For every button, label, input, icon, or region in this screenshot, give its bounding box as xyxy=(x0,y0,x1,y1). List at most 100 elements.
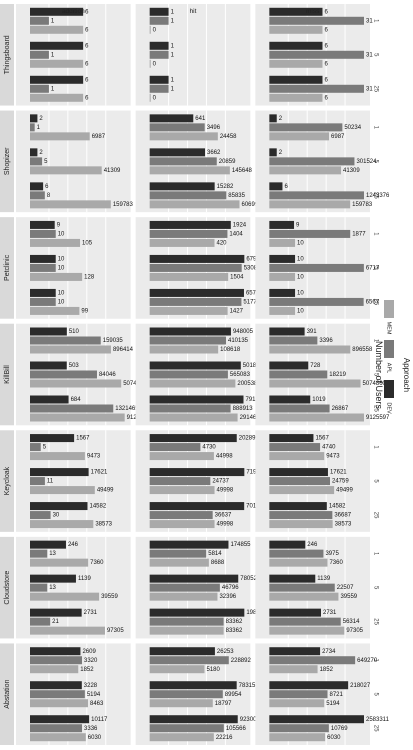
bar-value-label: 49998 xyxy=(217,488,234,494)
bar-value-label: 1567 xyxy=(76,436,90,442)
bar-value-label: 36637 xyxy=(215,513,232,519)
panel-addition: 246 13 7360 1139 13 39559 2731 21 97305 xyxy=(16,536,131,639)
bar-mem xyxy=(269,413,364,422)
bar-value-label: 13 xyxy=(49,585,56,591)
bar-dev xyxy=(30,502,88,511)
bar-value-label: 6 xyxy=(85,61,89,67)
bar-dev xyxy=(269,468,328,477)
bar-dev xyxy=(30,540,66,549)
strip-background xyxy=(0,430,14,532)
strip-background xyxy=(0,110,14,213)
category-tick-label: 25 xyxy=(372,405,378,412)
bar-mem xyxy=(149,379,236,388)
bar-value-label: 8688 xyxy=(211,560,225,566)
category-tick-label: 25 xyxy=(372,299,378,306)
bar-dev xyxy=(269,220,295,229)
bar-mem xyxy=(149,733,214,742)
facet-row-abstation: Abstation 2609 3320 1852 3228 5194 8463 10117 33… xyxy=(0,643,390,745)
column-header-label: addition xyxy=(62,8,85,15)
bar-apl xyxy=(30,84,49,93)
bar-mem xyxy=(149,132,218,141)
panel-miss: 1 246 3975 7360 5 1139 22507 39559 25 2731 56314 97… xyxy=(255,536,378,639)
bar-apl xyxy=(149,583,220,592)
bar-value-label: 896558 xyxy=(352,347,373,353)
bar-mem xyxy=(149,25,151,34)
bar-value-label: 3496 xyxy=(207,125,221,131)
category-tick-label: 5 xyxy=(372,266,378,270)
bar-value-label: 2 xyxy=(279,150,283,156)
facet-row-cloudstore: Cloudstore 246 13 7360 1139 13 39559 2731 21 9730… xyxy=(0,536,378,639)
panel-miss: 1 2 50234 6987 5 2 301524 41309 25 6 1243376 159783 xyxy=(255,110,390,213)
bar-value-label: 1321465 xyxy=(115,406,139,412)
bar-value-label: 1 xyxy=(171,77,175,83)
legend: Approach MEM APL DEV xyxy=(384,300,411,414)
bar-value-label: 44998 xyxy=(216,454,233,460)
bar-value-label: 6572 xyxy=(246,291,260,297)
bar-apl xyxy=(149,191,227,200)
bar-dev xyxy=(149,468,245,477)
category-tick-label: 25 xyxy=(372,618,378,625)
bar-value-label: 6 xyxy=(324,9,328,15)
bar-value-label: 6987 xyxy=(331,134,345,140)
bar-value-label: 1504 xyxy=(230,275,244,281)
bar-value-label: 2731 xyxy=(84,610,98,616)
column-header-hit: hit xyxy=(190,8,197,15)
bar-mem xyxy=(269,665,318,674)
facet-row-killbill: KillBill 510 159035 896414 503 84046 5074228 68… xyxy=(0,323,390,426)
bar-value-label: 41309 xyxy=(104,168,121,174)
bar-mem xyxy=(149,413,238,422)
bar-value-label: 1 xyxy=(171,43,175,49)
panel-hit: 1748555814868878052246796323961985120833… xyxy=(135,536,270,639)
bar-value-label: 10 xyxy=(297,257,304,263)
bar-value-label: 1 xyxy=(171,9,175,15)
bar-value-label: 39559 xyxy=(101,594,118,600)
bar-value-label: 38573 xyxy=(335,522,352,528)
bar-value-label: 5308 xyxy=(244,266,258,272)
bar-value-label: 728 xyxy=(310,363,321,369)
bar-dev xyxy=(269,75,323,84)
x-axis-title-group: Number of Users xyxy=(374,341,384,410)
bar-mem xyxy=(269,132,330,141)
legend-label: MEM xyxy=(386,322,392,335)
bar-apl xyxy=(269,263,364,272)
bar-value-label: 2005383 xyxy=(237,381,261,387)
bar-mem xyxy=(149,452,214,461)
bar-mem xyxy=(269,379,361,388)
bar-value-label: 9 xyxy=(296,223,300,229)
row-strip-label: Thingsboard xyxy=(4,35,11,74)
bar-value-label: 174855 xyxy=(230,542,251,548)
bar-value-label: 31 xyxy=(366,86,373,92)
bar-apl xyxy=(269,690,328,699)
bar-value-label: 10 xyxy=(58,266,65,272)
bar-mem xyxy=(149,272,229,281)
panel-miss: 1 1567 4740 9473 5 17621 24759 49499 25 14582 3668… xyxy=(255,430,378,532)
bar-dev xyxy=(149,7,169,16)
panel-addition: 2609 3320 1852 3228 5194 8463 10117 3336 6030 xyxy=(16,643,131,745)
bar-dev xyxy=(269,148,277,157)
bar-value-label: 14582 xyxy=(89,504,106,510)
bar-mem xyxy=(149,200,240,209)
bar-value-label: 649270 xyxy=(357,658,378,664)
bar-value-label: 1 xyxy=(51,86,55,92)
bar-apl xyxy=(149,123,205,132)
strip-background xyxy=(0,643,14,745)
bar-dev xyxy=(30,182,44,191)
bar-apl xyxy=(269,50,364,59)
bar-mem xyxy=(30,200,111,209)
category-tick-label: 5 xyxy=(372,373,378,377)
bar-value-label: 6790 xyxy=(246,257,260,263)
bar-apl xyxy=(269,617,341,626)
bar-value-label: 1 xyxy=(171,18,175,24)
bar-apl xyxy=(269,511,333,520)
bar-dev xyxy=(30,7,84,16)
bar-value-label: 6 xyxy=(324,77,328,83)
bar-value-label: 2583311 xyxy=(366,717,390,723)
bar-dev xyxy=(30,434,75,443)
legend-title: Approach xyxy=(402,358,411,392)
bar-value-label: 6567 xyxy=(366,300,380,306)
bar-apl xyxy=(269,157,355,166)
bar-value-label: 10 xyxy=(297,291,304,297)
bar-mem xyxy=(269,59,323,68)
bar-dev xyxy=(30,608,82,617)
